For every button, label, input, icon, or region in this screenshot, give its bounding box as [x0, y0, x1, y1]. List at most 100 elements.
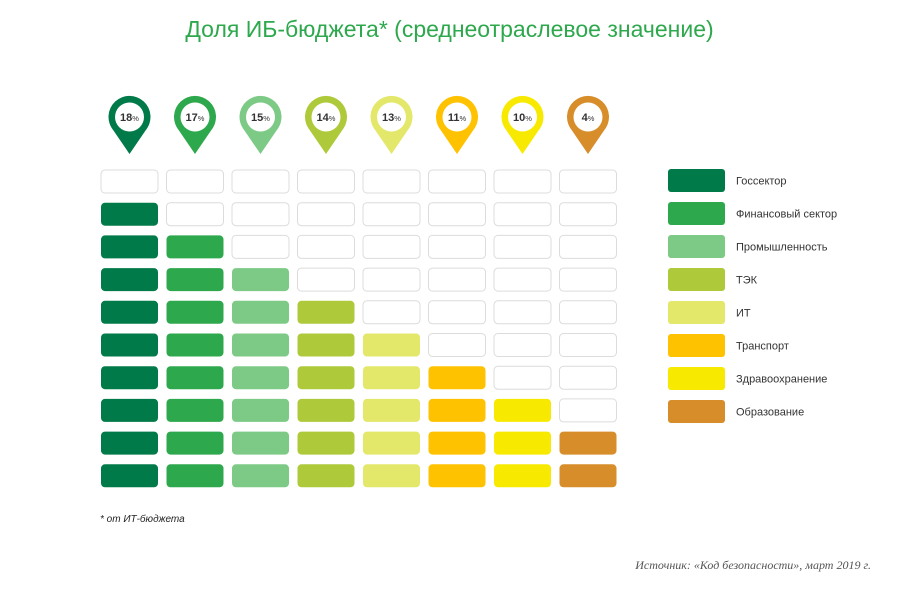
legend-swatch: [668, 334, 725, 357]
map-pin-center: [442, 102, 472, 132]
grid-cell-filled: [101, 366, 158, 390]
grid-cell-empty: [231, 202, 290, 227]
grid-cell-filled: [101, 333, 158, 357]
grid-cell-empty: [297, 234, 355, 259]
grid-cell-filled: [101, 464, 158, 488]
grid-cell-empty: [493, 333, 552, 357]
grid-cell-filled: [232, 398, 289, 422]
grid-cell-empty: [559, 267, 617, 292]
legend-label: Финансовый сектор: [736, 209, 837, 221]
grid-cell-empty: [493, 169, 552, 194]
grid-cell-filled: [559, 464, 617, 488]
grid-cell-empty: [559, 365, 617, 390]
grid-cell-empty: [493, 267, 552, 292]
map-pin-center: [180, 102, 210, 132]
legend-label: Госсектор: [736, 176, 787, 188]
map-pin-center: [377, 102, 406, 132]
grid-cell-filled: [166, 235, 224, 259]
grid-cell-empty: [166, 169, 224, 194]
grid-cell-filled: [297, 300, 355, 324]
grid-cell-empty: [559, 234, 617, 259]
grid-cell-empty: [559, 169, 617, 194]
grid-cell-filled: [232, 268, 289, 292]
grid-cell-empty: [493, 234, 552, 259]
grid-cell-filled: [297, 333, 355, 357]
grid-cell-empty: [362, 267, 421, 292]
grid-cell-filled: [166, 268, 224, 292]
map-pin-center: [573, 102, 603, 132]
grid-cell-empty: [559, 398, 617, 423]
grid-cell-filled: [297, 366, 355, 390]
grid-cell-filled: [101, 431, 158, 455]
value-label: 10%: [513, 112, 532, 124]
grid-cell-empty: [559, 333, 617, 357]
grid-cell-empty: [559, 300, 617, 325]
grid-cell-empty: [297, 202, 355, 227]
grid-cell-filled: [428, 398, 486, 422]
grid-cell-filled: [232, 300, 289, 324]
source-note: Источник: «Код безопасности», март 2019 …: [635, 558, 871, 572]
grid-cell-empty: [428, 300, 486, 325]
grid-cell-filled: [494, 431, 551, 455]
legend-label: Образование: [736, 407, 804, 419]
grid-cell-empty: [297, 267, 355, 292]
grid-cell-filled: [166, 333, 224, 357]
value-label: 17%: [186, 112, 205, 124]
grid-cell-filled: [101, 398, 158, 422]
legend-swatch: [668, 301, 725, 324]
grid-cell-empty: [362, 234, 421, 259]
legend-label: Промышленность: [736, 242, 828, 254]
grid-cell-filled: [559, 431, 617, 455]
grid-cell-filled: [363, 464, 420, 488]
grid-cell-empty: [493, 300, 552, 325]
grid-cell-empty: [297, 169, 355, 194]
grid-cell-empty: [559, 202, 617, 227]
map-pin-center: [508, 102, 537, 132]
grid-cell-filled: [101, 268, 158, 292]
grid-cell-empty: [428, 234, 486, 259]
grid-cell-empty: [428, 169, 486, 194]
map-pin-center: [115, 102, 144, 132]
grid-cell-empty: [493, 202, 552, 227]
grid-cell-empty: [362, 169, 421, 194]
grid-cell-filled: [363, 431, 420, 455]
grid-cell-filled: [166, 431, 224, 455]
grid-cell-filled: [166, 366, 224, 390]
value-label: 13%: [382, 112, 401, 124]
grid-cell-filled: [363, 366, 420, 390]
grid-cell-filled: [428, 366, 486, 390]
value-label: 11%: [448, 112, 467, 124]
legend-swatch: [668, 235, 725, 258]
legend-swatch: [668, 367, 725, 390]
grid-cell-filled: [232, 333, 289, 357]
grid-cell-filled: [428, 464, 486, 488]
grid-cell-filled: [232, 366, 289, 390]
grid-cell-filled: [297, 431, 355, 455]
grid-cell-filled: [166, 300, 224, 324]
legend-label: Транспорт: [736, 341, 789, 353]
legend-swatch: [668, 202, 725, 225]
grid-cell-filled: [494, 464, 551, 488]
grid-cell-filled: [363, 398, 420, 422]
grid-cell-filled: [101, 300, 158, 324]
grid-cell-filled: [232, 431, 289, 455]
legend-label: ИТ: [736, 308, 751, 320]
value-label: 15%: [251, 112, 270, 124]
grid-cell-filled: [166, 464, 224, 488]
value-label: 4%: [582, 112, 595, 124]
grid-cell-empty: [428, 202, 486, 227]
grid-cell-filled: [297, 464, 355, 488]
grid-cell-filled: [166, 398, 224, 422]
legend-label: Здравоохранение: [736, 374, 827, 386]
map-pin-center: [311, 102, 341, 132]
grid-cell-filled: [297, 398, 355, 422]
grid-cell-filled: [494, 398, 551, 422]
chart-title: Доля ИБ-бюджета* (среднеотраслевое значе…: [185, 16, 714, 42]
grid-cell-empty: [231, 234, 290, 259]
legend-label: ТЭК: [736, 275, 758, 287]
grid-cell-filled: [363, 333, 420, 357]
value-label: 14%: [317, 112, 336, 124]
grid-cell-empty: [362, 202, 421, 227]
grid-cell-empty: [493, 365, 552, 390]
